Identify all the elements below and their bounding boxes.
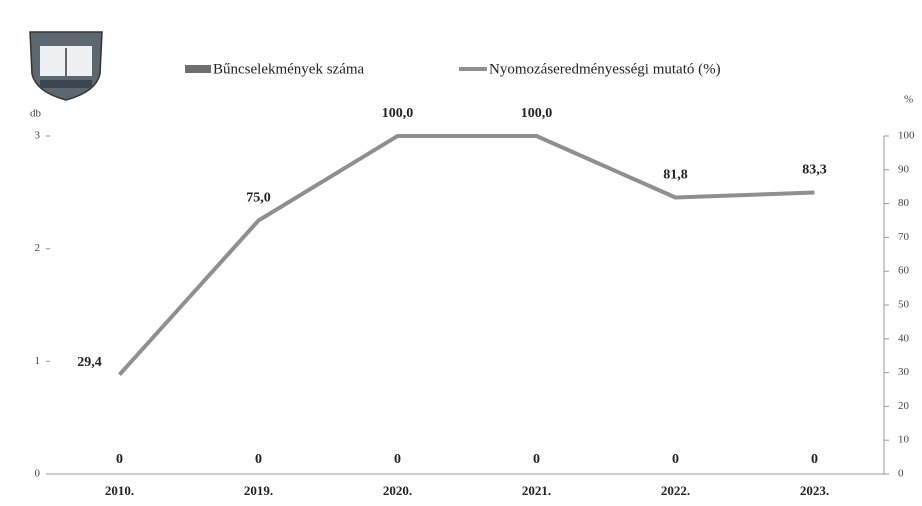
line-value-label: 75,0: [246, 191, 271, 206]
line-value-label: 29,4: [77, 355, 102, 370]
y-tick-label: 1: [35, 355, 41, 367]
line-value-label: 100,0: [521, 106, 553, 121]
legend-label: Bűncselekmények száma: [213, 61, 365, 77]
legend: Bűncselekmények száma Nyomozáseredményes…: [185, 61, 721, 77]
x-tick-label: 2022.: [661, 483, 690, 498]
bar-value-label: 0: [672, 452, 679, 467]
bar-value-label: 0: [811, 452, 818, 467]
y2-tick-label: 20: [898, 400, 910, 412]
y2-tick-label: 100: [898, 130, 915, 142]
y-tick-label: 3: [35, 130, 41, 142]
bar-value-label: 0: [255, 452, 262, 467]
y2-tick-label: 30: [898, 366, 910, 378]
x-tick-label: 2010.: [105, 483, 134, 498]
logo: [29, 31, 103, 101]
y2-axis-label: %: [904, 94, 913, 106]
y2-tick-label: 0: [898, 468, 904, 480]
y2-tick-label: 40: [898, 332, 910, 344]
y2-tick-label: 10: [898, 434, 910, 446]
bar-value-label: 0: [533, 452, 540, 467]
line: [118, 134, 815, 376]
bar-value-label: 0: [394, 452, 401, 467]
legend-label: Nyomozáseredményességi mutató (%): [489, 61, 721, 77]
y-tick-label: 2: [35, 242, 41, 254]
x-tick-label: 2019.: [244, 483, 273, 498]
y2-tick-label: 50: [898, 299, 910, 311]
line-value-label: 83,3: [802, 163, 827, 178]
x-tick-label: 2021.: [522, 483, 551, 498]
y-axis-label: db: [30, 108, 42, 120]
legend-swatch: [185, 65, 211, 73]
x-tick-label: 2023.: [800, 483, 829, 498]
line-value-label: 81,8: [663, 168, 688, 183]
bar-value-label: 0: [116, 452, 123, 467]
x-tick-label: 2020.: [383, 483, 412, 498]
y2-tick-label: 60: [898, 265, 910, 277]
y2-tick-label: 80: [898, 197, 910, 209]
y2-tick-label: 70: [898, 231, 910, 243]
y2-tick-label: 90: [898, 163, 910, 175]
line-value-label: 100,0: [382, 106, 414, 121]
y-tick-label: 0: [35, 468, 41, 480]
